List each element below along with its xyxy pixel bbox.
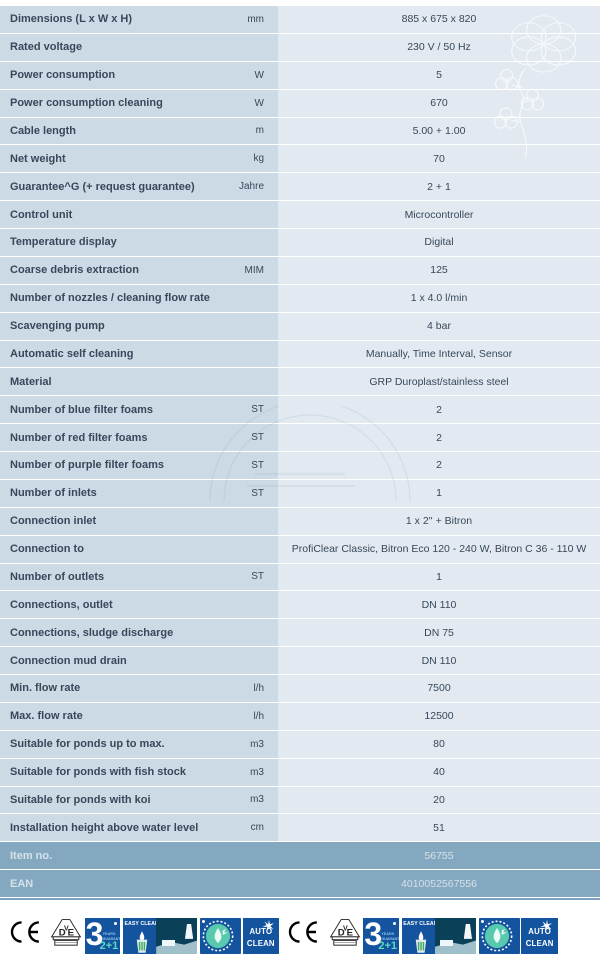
svg-text:V: V <box>64 925 69 932</box>
svg-text:V: V <box>343 925 348 932</box>
